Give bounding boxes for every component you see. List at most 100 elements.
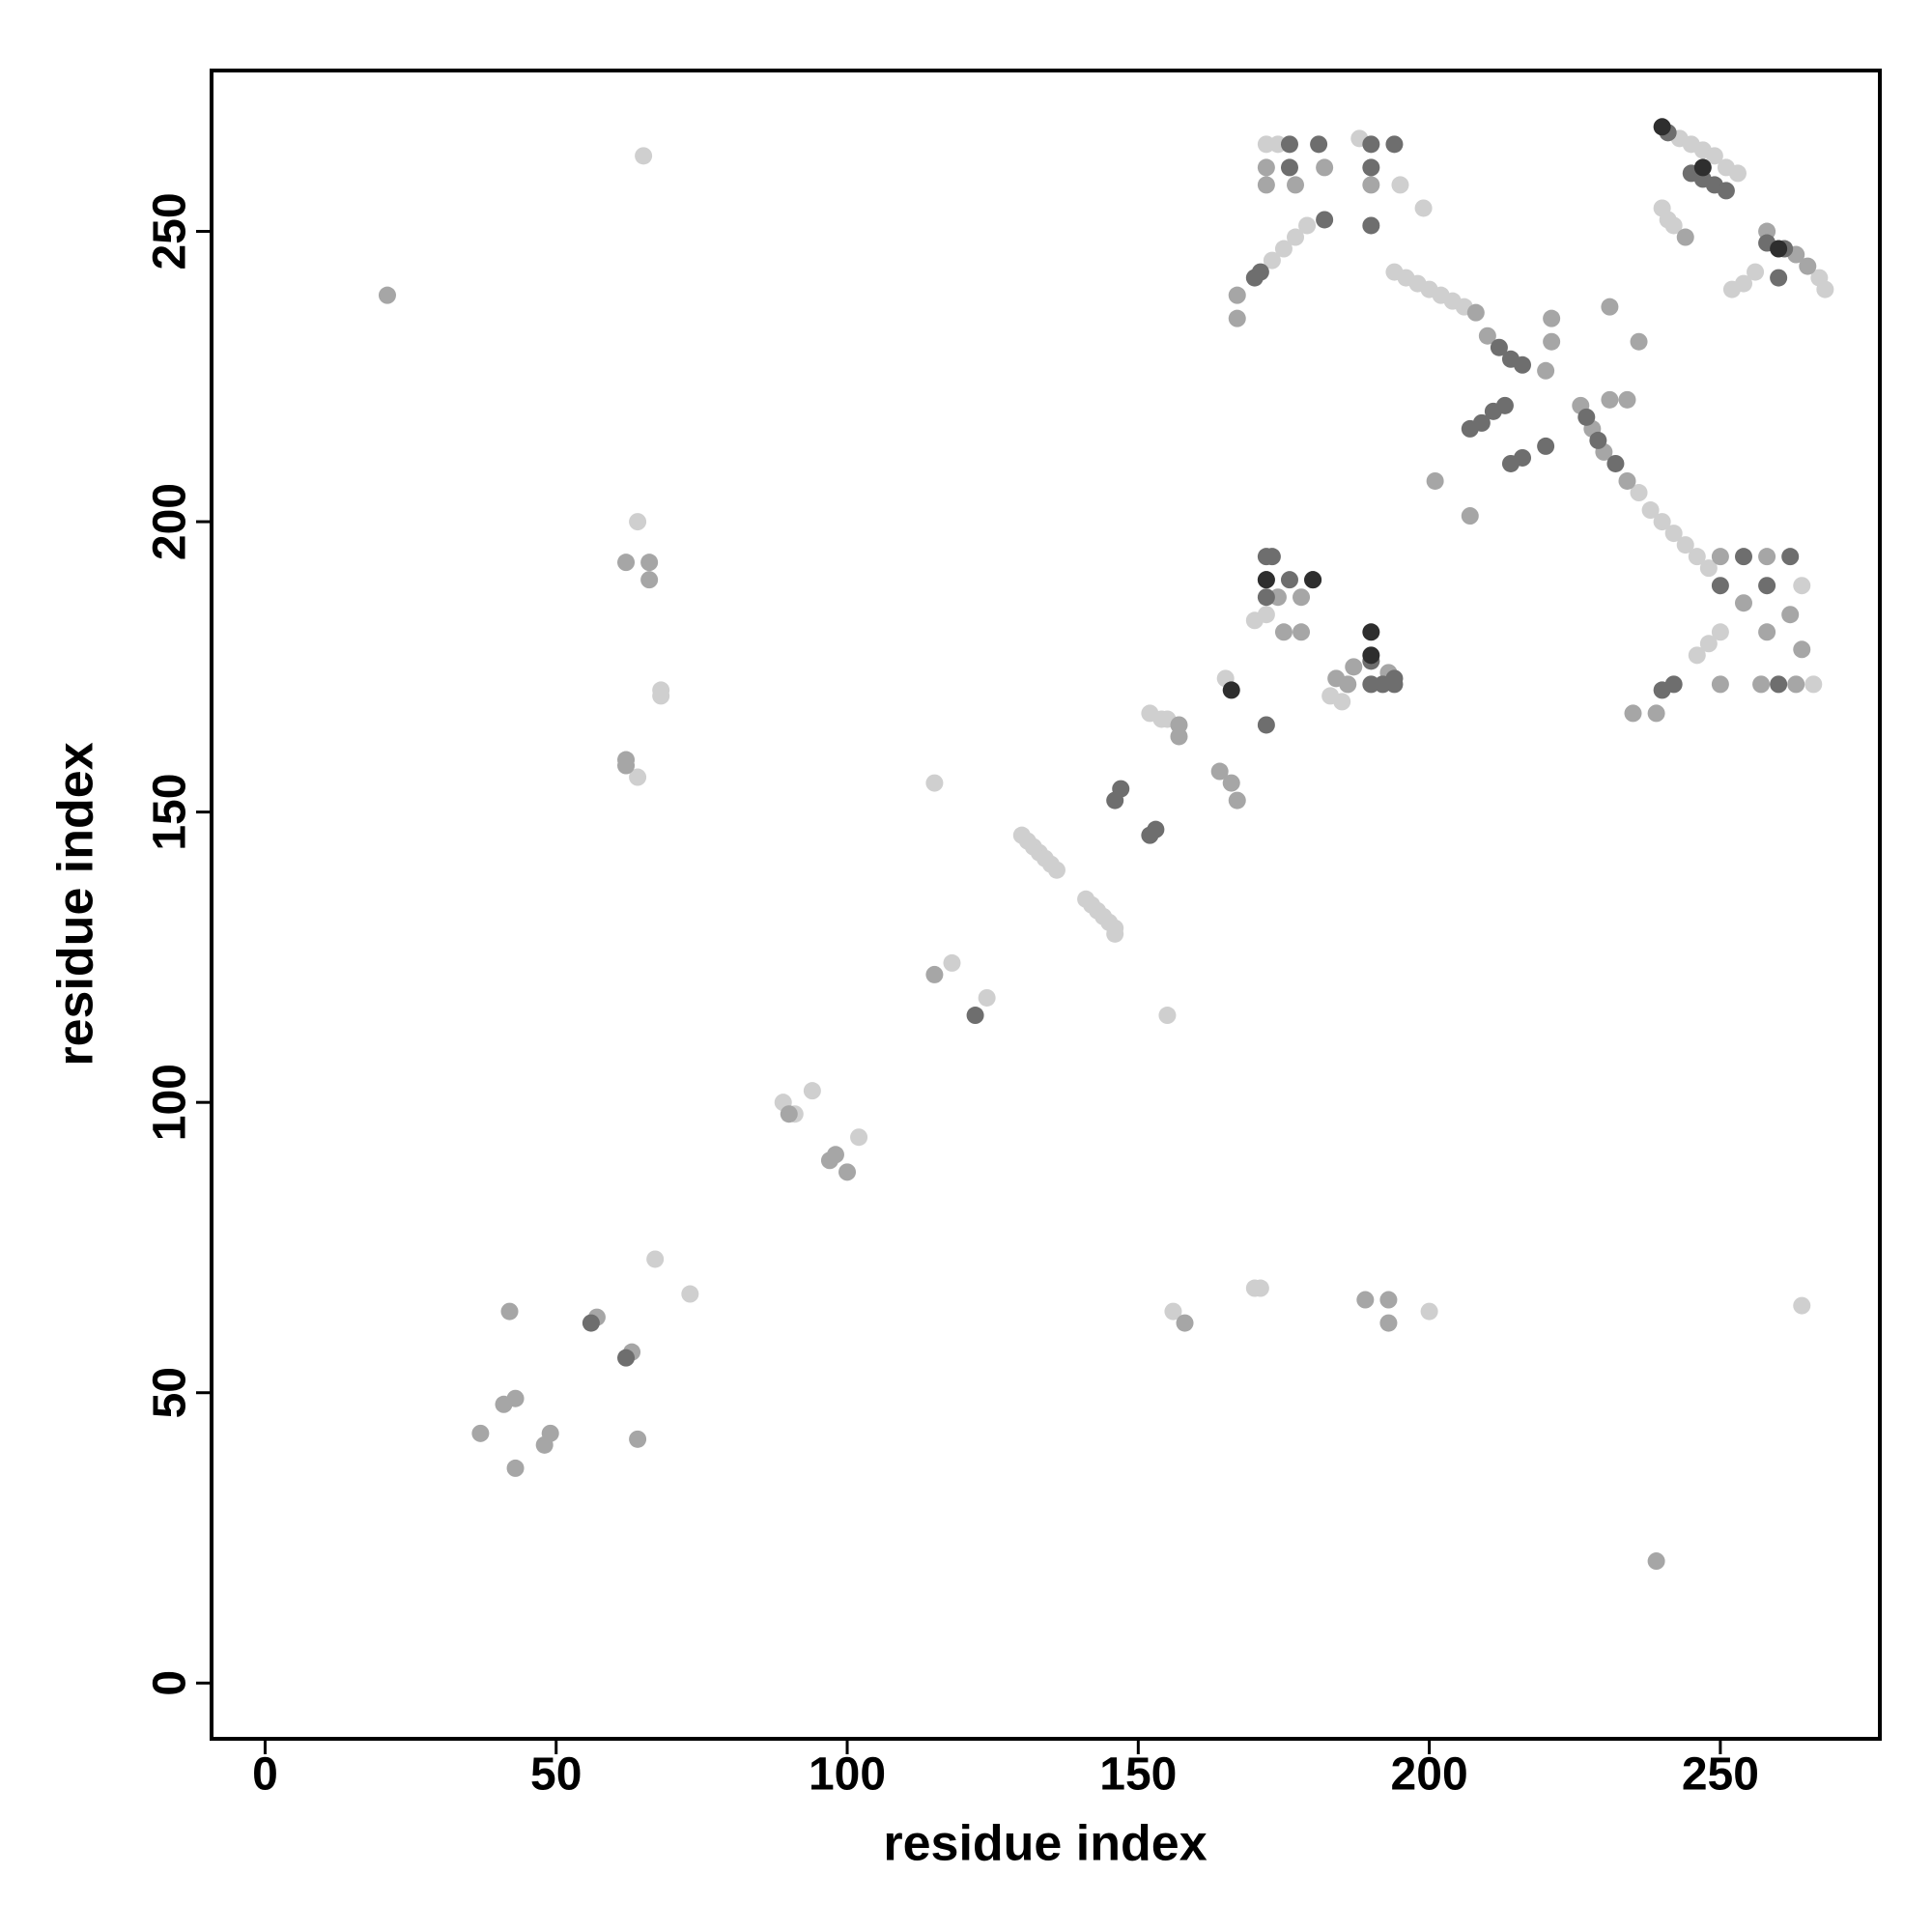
point [1770,269,1788,287]
point [1799,257,1817,275]
point [1310,135,1328,154]
y-tick-label: 50 [145,1367,196,1418]
point [1577,408,1596,426]
point [471,1424,490,1442]
point [652,687,670,705]
point [1304,571,1322,589]
point [1543,332,1561,351]
point [1164,1302,1182,1321]
point [1693,158,1712,177]
point [1385,135,1404,154]
point [925,774,944,792]
y-axis-label: residue index [48,742,104,1065]
point [1758,548,1776,566]
point [1478,327,1496,345]
point [1810,269,1829,287]
point [1781,606,1800,624]
point [838,1163,857,1181]
point [1280,135,1298,154]
point [826,1146,844,1164]
point [1647,1552,1665,1571]
point [1793,577,1811,595]
point [1106,791,1124,810]
point [582,1314,600,1332]
point [1170,727,1188,746]
point [1618,471,1636,490]
point [1804,675,1823,694]
point [1705,147,1723,165]
point [1274,240,1293,258]
point [1758,577,1776,595]
x-tick-label: 150 [1099,1749,1177,1801]
point [1537,361,1555,380]
point [1717,182,1735,200]
point [1379,1291,1398,1309]
point [1333,693,1351,711]
point [617,554,636,572]
point [1362,158,1380,177]
point [1257,176,1275,194]
point [635,147,653,165]
point [1630,332,1648,351]
point [1298,216,1317,235]
point [1676,228,1694,246]
point [1426,471,1444,490]
point [506,1459,525,1477]
point [1263,251,1281,270]
point [1676,536,1694,554]
point [1514,448,1532,467]
x-tick-label: 0 [252,1749,278,1801]
point [1793,1296,1811,1315]
point [1688,548,1706,566]
point [1793,640,1811,659]
point [1222,681,1240,699]
point [1420,1302,1438,1321]
point [1734,594,1752,612]
point [1293,623,1311,641]
point [1222,774,1240,792]
point [1543,309,1561,327]
point [1257,606,1275,624]
point [1781,548,1800,566]
point [1618,390,1636,409]
point [1251,1279,1269,1297]
point [1287,176,1305,194]
point [1362,646,1380,665]
point [378,286,396,304]
point [1664,216,1683,235]
point [646,1250,665,1268]
point [640,571,659,589]
point [1385,669,1404,688]
point [1653,513,1671,531]
point [500,1302,519,1321]
point [1606,454,1625,472]
point [1141,826,1159,844]
point [1653,681,1671,699]
point [506,1389,525,1407]
point [1257,571,1275,589]
y-tick-label: 200 [145,483,196,560]
point [629,1430,647,1448]
point [978,988,996,1007]
point [1362,176,1380,194]
point [1758,623,1776,641]
point [1699,635,1718,653]
point [617,1349,636,1367]
plot-frame [210,69,1882,1741]
point [966,1007,984,1025]
point [1466,303,1485,322]
point [1495,396,1514,414]
point [1257,716,1275,734]
point [1624,704,1642,723]
point [1280,158,1298,177]
point [1537,437,1555,455]
x-axis-label: residue index [883,1816,1207,1872]
y-tick-label: 250 [145,192,196,270]
point [617,756,636,775]
point [1711,548,1729,566]
x-tick-label: 200 [1391,1749,1468,1801]
point [1752,675,1771,694]
y-tick-label: 100 [145,1064,196,1141]
point [1106,924,1124,943]
